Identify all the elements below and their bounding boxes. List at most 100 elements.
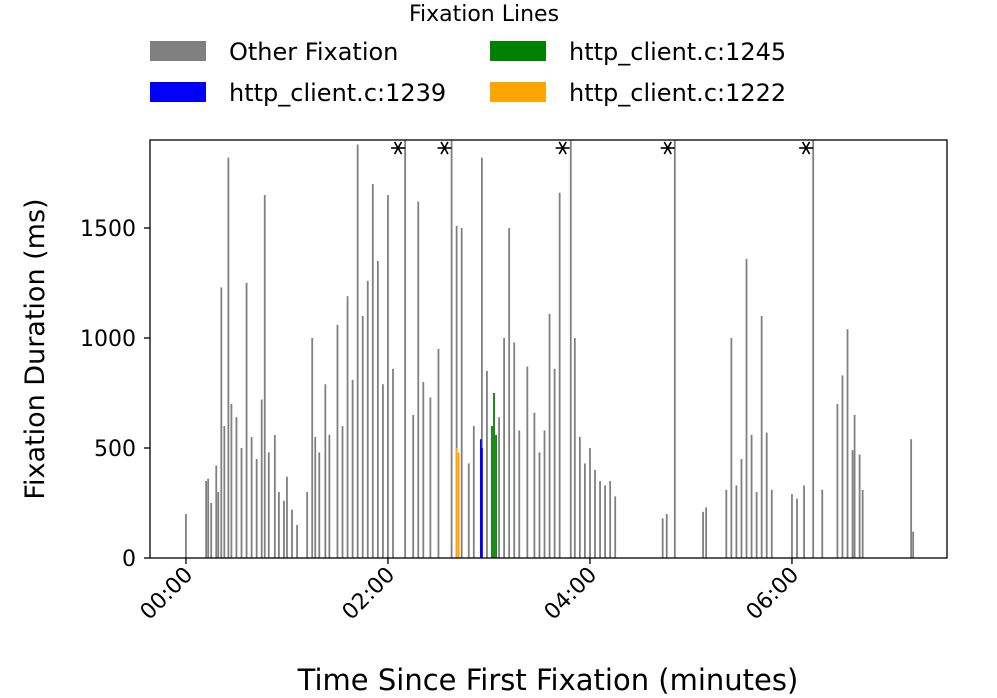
bar	[437, 349, 440, 558]
plot-bars	[185, 140, 915, 558]
x-tick-label: 04:00	[540, 563, 603, 626]
bar	[493, 393, 495, 558]
bar	[263, 195, 266, 558]
bar	[518, 430, 521, 558]
bar	[725, 489, 728, 558]
bar	[417, 201, 420, 558]
y-tick-label: 500	[94, 437, 136, 462]
bar	[306, 492, 309, 558]
bar	[812, 140, 815, 558]
bar	[296, 525, 298, 558]
bar	[324, 384, 327, 558]
bar	[217, 492, 220, 558]
bar	[538, 452, 541, 558]
bar	[240, 448, 243, 558]
bar	[853, 415, 856, 558]
bar	[495, 434, 497, 558]
legend-swatch	[150, 82, 206, 102]
bar	[382, 384, 384, 558]
bar	[277, 492, 280, 558]
bar	[594, 470, 596, 558]
bar	[604, 485, 607, 558]
bar	[803, 485, 805, 558]
clip-marker-stroke	[663, 141, 672, 155]
bar	[745, 258, 748, 558]
bar	[508, 228, 511, 558]
bar	[480, 448, 483, 558]
bar	[467, 463, 470, 558]
bar	[614, 496, 617, 558]
bar	[205, 481, 208, 558]
bar	[851, 450, 854, 558]
legend-title: Fixation Lines	[409, 2, 559, 27]
bar	[661, 518, 664, 558]
bar	[665, 514, 668, 558]
bar	[376, 261, 379, 558]
legend-swatch	[490, 82, 546, 102]
bar	[245, 283, 248, 558]
x-tick-label: 02:00	[338, 563, 401, 626]
bar	[480, 157, 483, 558]
clip-marker	[555, 141, 570, 155]
bar	[472, 426, 475, 558]
bar	[553, 368, 556, 558]
clip-marker-stroke	[801, 141, 811, 155]
bar	[755, 492, 758, 558]
bar	[543, 430, 546, 558]
bar	[791, 494, 793, 558]
bar	[387, 195, 389, 558]
legend-label: http_client.c:1245	[569, 38, 786, 66]
bar	[796, 498, 798, 558]
bar	[705, 507, 708, 558]
bar	[273, 434, 276, 558]
bar	[503, 338, 506, 558]
bar	[210, 503, 213, 558]
y-axis-label: Fixation Duration (ms)	[20, 198, 51, 499]
bar	[346, 296, 349, 558]
bar	[858, 454, 861, 558]
bar	[235, 417, 238, 558]
bar	[589, 448, 591, 558]
bar	[609, 481, 612, 558]
bar	[291, 509, 293, 558]
bar	[702, 511, 704, 558]
bar	[392, 368, 394, 558]
legend-swatch	[150, 41, 206, 61]
bar	[318, 452, 321, 558]
bar	[207, 478, 210, 558]
bar	[283, 500, 285, 558]
bar	[366, 280, 369, 558]
bar	[836, 404, 839, 558]
bar	[912, 531, 915, 558]
bar	[486, 371, 488, 558]
bar	[185, 514, 187, 558]
bar	[311, 338, 314, 558]
clip-marker-stroke	[440, 141, 449, 155]
bar	[455, 448, 458, 558]
bar	[491, 426, 493, 558]
bar	[910, 439, 913, 558]
bar	[336, 324, 339, 558]
bar	[760, 316, 763, 558]
clip-marker	[799, 141, 814, 155]
bar	[371, 184, 374, 558]
bar	[412, 415, 415, 558]
bar	[227, 157, 230, 558]
bar	[356, 144, 359, 558]
bar	[846, 329, 849, 558]
bar	[750, 434, 753, 558]
y-tick-label: 0	[122, 547, 136, 572]
bar	[341, 426, 344, 558]
bar	[578, 437, 581, 558]
bar	[422, 382, 425, 558]
bar	[460, 228, 463, 558]
bar	[770, 489, 773, 558]
bar	[861, 489, 864, 558]
bar	[584, 463, 586, 558]
bar	[841, 375, 844, 558]
bar	[429, 397, 432, 558]
legend-swatch	[490, 41, 546, 61]
bar	[457, 452, 460, 558]
legend-label: http_client.c:1222	[569, 79, 786, 107]
